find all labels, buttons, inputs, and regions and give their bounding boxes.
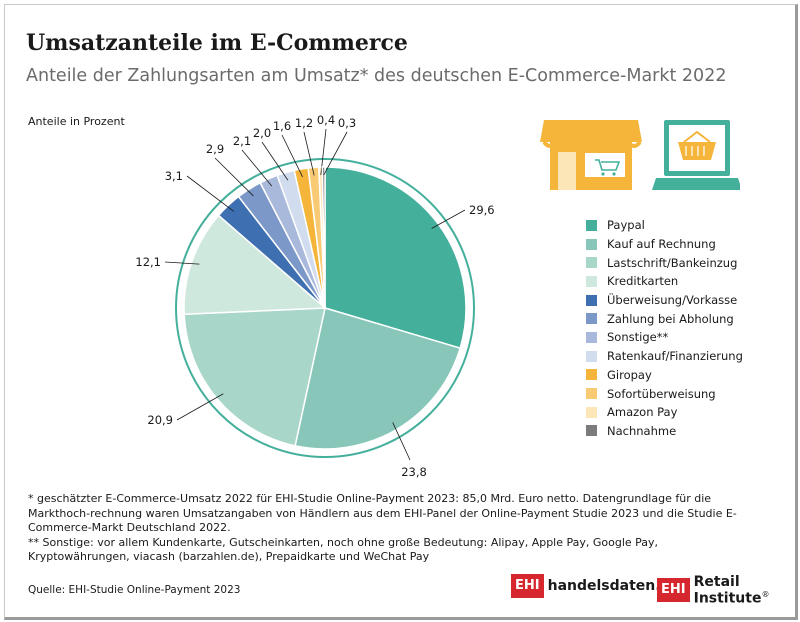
legend-label: Sonstige** xyxy=(607,330,669,345)
pie-slice-2 xyxy=(294,307,462,450)
chart-subtitle: Anteile der Zahlungsarten am Umsatz* des… xyxy=(26,66,727,86)
data-label-7: 2,1 xyxy=(233,134,251,148)
footnote-2: ** Sonstige: vor allem Kundenkarte, Guts… xyxy=(28,535,659,564)
data-label-4: 12,1 xyxy=(135,255,161,269)
legend-swatch xyxy=(586,294,597,306)
data-label-6: 2,9 xyxy=(206,142,224,156)
legend-item: Ratenkauf/Finanzierung xyxy=(586,347,743,366)
legend-label: Lastschrift/Bankeinzug xyxy=(607,255,738,270)
legend-item: Amazon Pay xyxy=(586,403,743,422)
legend-label: Sofortüberweisung xyxy=(607,386,716,401)
leader-line-12 xyxy=(323,131,348,176)
logo-ehi-box: EHI xyxy=(511,574,544,598)
legend-label: Giropay xyxy=(607,367,652,382)
legend-label: Kreditkarten xyxy=(607,274,679,289)
registered-mark: ® xyxy=(761,590,770,599)
pie-slice-4 xyxy=(183,214,327,315)
leader-line-1 xyxy=(431,209,466,229)
legend-label: Nachnahme xyxy=(607,423,677,438)
data-label-2: 23,8 xyxy=(401,465,427,479)
legend-item: Lastschrift/Bankeinzug xyxy=(586,253,743,272)
data-label-5: 3,1 xyxy=(165,169,183,183)
legend-swatch xyxy=(586,388,597,400)
legend-item: Giropay xyxy=(586,366,743,385)
logo-handelsdaten-text: handelsdaten.de xyxy=(547,578,681,594)
legend-item: Nachnahme xyxy=(586,422,743,441)
data-label-8: 2,0 xyxy=(253,126,271,140)
online-shop-laptop-icon xyxy=(652,120,740,190)
data-label-3: 20,9 xyxy=(147,413,173,427)
legend-label: Kauf auf Rechnung xyxy=(607,237,716,252)
legend-item: Paypal xyxy=(586,216,743,235)
legend-label: Überweisung/Vorkasse xyxy=(607,293,738,308)
leader-line-9 xyxy=(281,134,303,178)
leader-line-2 xyxy=(392,422,411,461)
legend-item: Sonstige** xyxy=(586,328,743,347)
data-label-12: 0,3 xyxy=(338,116,356,130)
logo-retail-institute-name: Retail Institute xyxy=(693,574,762,607)
legend-swatch xyxy=(586,331,597,343)
footnote-1: * geschätzter E-Commerce-Umsatz 2022 für… xyxy=(28,492,737,534)
data-label-10: 1,2 xyxy=(295,116,313,130)
logo-retail-institute-text: Retail Institute® xyxy=(694,574,800,607)
legend-swatch xyxy=(586,425,597,437)
legend-swatch xyxy=(586,369,597,381)
legend-label: Ratenkauf/Finanzierung xyxy=(607,349,743,364)
payment-icons xyxy=(540,120,740,190)
chart-legend: Paypal Kauf auf Rechnung Lastschrift/Banke… xyxy=(586,216,743,440)
unit-label: Anteile in Prozent xyxy=(28,115,125,128)
pie-slice-1 xyxy=(324,166,467,350)
legend-swatch xyxy=(586,238,597,250)
legend-item: Zahlung bei Abholung xyxy=(586,309,743,328)
legend-swatch xyxy=(586,275,597,287)
legend-label: Amazon Pay xyxy=(607,405,678,420)
logo-handelsdaten: EHI handelsdaten.de xyxy=(511,574,680,598)
leader-line-7 xyxy=(241,149,273,187)
pie-slice-3 xyxy=(183,307,326,447)
legend-item: Kauf auf Rechnung xyxy=(586,235,743,254)
legend-swatch xyxy=(586,350,597,362)
leader-line-4 xyxy=(164,261,200,265)
leader-line-6 xyxy=(214,157,254,197)
source-note: Quelle: EHI-Studie Online-Payment 2023 xyxy=(28,584,241,596)
legend-item: Sofortüberweisung xyxy=(586,384,743,403)
legend-label: Paypal xyxy=(607,218,645,233)
logo-ehi-box-2: EHI xyxy=(657,578,690,603)
legend-item: Kreditkarten xyxy=(586,272,743,291)
leader-line-8 xyxy=(261,141,289,181)
legend-label: Zahlung bei Abholung xyxy=(607,311,734,326)
logo-ehi-retail-institute: EHI Retail Institute® xyxy=(657,574,800,607)
leader-line-5 xyxy=(186,175,234,212)
legend-swatch xyxy=(586,406,597,418)
data-label-11: 0,4 xyxy=(317,113,335,127)
footnotes: * geschätzter E-Commerce-Umsatz 2022 für… xyxy=(28,492,758,565)
legend-swatch xyxy=(586,313,597,325)
leader-line-10 xyxy=(303,131,315,176)
chart-title: Umsatzanteile im E-Commerce xyxy=(26,30,408,56)
data-label-9: 1,6 xyxy=(273,119,291,133)
data-label-1: 29,6 xyxy=(469,203,495,217)
legend-item: Überweisung/Vorkasse xyxy=(586,291,743,310)
leader-line-3 xyxy=(176,393,224,421)
pie-outer-ring xyxy=(175,158,475,458)
legend-swatch xyxy=(586,219,597,231)
legend-swatch xyxy=(586,257,597,269)
shop-icon xyxy=(540,120,642,190)
pie-slice-12 xyxy=(321,166,326,309)
